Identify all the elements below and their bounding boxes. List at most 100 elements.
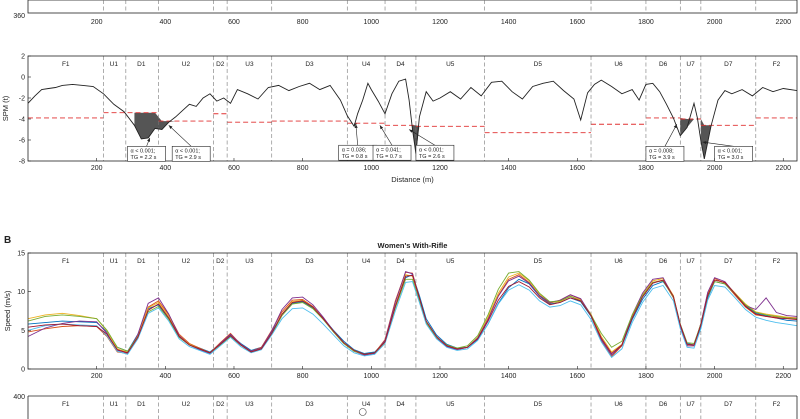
segment-label: F2 <box>773 401 781 408</box>
segment-label: U4 <box>362 258 371 265</box>
x-tick-label: 2000 <box>707 373 723 380</box>
segment-label: D6 <box>659 258 668 265</box>
annotation-arrow <box>379 125 393 146</box>
x-tick-label: 1000 <box>364 373 380 380</box>
segment-label: D2 <box>216 61 225 68</box>
segment-label: D6 <box>659 401 668 408</box>
segment-label: U5 <box>446 401 455 408</box>
y-tick-label: 15 <box>17 251 25 258</box>
segment-label: U5 <box>446 258 455 265</box>
marker-circle <box>358 408 367 416</box>
segment-label: U3 <box>245 258 254 265</box>
x-tick-label: 800 <box>297 19 309 26</box>
spm-frame <box>27 55 798 162</box>
annotation-tg-text: TG = 3.0 s <box>718 155 744 161</box>
annotation-alpha-text: α < 0.001; <box>131 148 156 154</box>
x-tick-label: 400 <box>159 19 171 26</box>
significant-cluster-area <box>134 112 176 139</box>
speed-frame <box>27 252 798 370</box>
annotation-arrow-head <box>354 124 358 129</box>
annotation-arrow <box>408 129 436 146</box>
annotation-tg-text: TG = 2.9 s <box>175 155 201 161</box>
x-tick-label: 2200 <box>775 165 791 172</box>
segment-label: D3 <box>305 61 314 68</box>
segment-label: D5 <box>534 401 543 408</box>
segment-label: U6 <box>614 61 623 68</box>
x-tick-label: 1400 <box>501 373 517 380</box>
annotation-tg-text: TG = 0.8 s <box>342 154 368 160</box>
y-tick-label: -2 <box>19 96 25 103</box>
x-tick-label: 600 <box>228 165 240 172</box>
segment-label: U2 <box>182 401 191 408</box>
chart-title: Women's With-Rifle <box>378 241 448 250</box>
segment-label: D3 <box>305 258 314 265</box>
x-tick-label: 600 <box>228 19 240 26</box>
segment-label: D1 <box>137 258 146 265</box>
segment-label: D4 <box>396 61 405 68</box>
top-strip-frame <box>27 0 798 14</box>
x-tick-label: 600 <box>228 373 240 380</box>
x-tick-label: 1800 <box>638 19 654 26</box>
segment-label: U6 <box>614 401 623 408</box>
segment-label: F1 <box>62 258 70 265</box>
segment-label: D2 <box>216 401 225 408</box>
annotation-arrow <box>664 124 678 147</box>
annotation-tg-text: TG = 2.2 s <box>131 155 157 161</box>
annotation-arrow <box>702 141 734 147</box>
y-tick-label: 400 <box>13 394 25 401</box>
panel-letter-b: B <box>4 235 11 246</box>
segment-label: U5 <box>446 61 455 68</box>
speed-series-line <box>28 271 797 355</box>
annotation-alpha-text: α = 0.041; <box>376 147 401 153</box>
y-tick-label: -6 <box>19 138 25 145</box>
x-tick-label: 2200 <box>775 19 791 26</box>
y-axis-label: Speed (m/s) <box>3 290 12 331</box>
speed-series-line <box>28 281 797 359</box>
x-tick-label: 1400 <box>501 165 517 172</box>
annotation-arrow <box>168 125 192 147</box>
x-tick-label: 400 <box>159 165 171 172</box>
y-tick-label: 2 <box>21 54 25 61</box>
x-tick-label: 1400 <box>501 19 517 26</box>
x-tick-label: 800 <box>297 165 309 172</box>
significant-cluster-area <box>700 119 712 159</box>
segment-label: D5 <box>534 258 543 265</box>
y-tick-label: -8 <box>19 159 25 166</box>
y-axis-label: SPM (t) <box>1 95 10 121</box>
segment-label: U1 <box>110 61 119 68</box>
annotation-tg-text: TG = 3.9 s <box>649 155 675 161</box>
segment-label: U3 <box>245 401 254 408</box>
x-axis-label: Distance (m) <box>391 175 434 184</box>
x-tick-label: 400 <box>159 373 171 380</box>
y-tick-label: 0 <box>21 75 25 82</box>
annotation-alpha-text: α < 0.001; <box>175 148 200 154</box>
annotation-arrow-head <box>409 129 414 133</box>
x-tick-label: 1200 <box>432 373 448 380</box>
segment-label: D4 <box>396 258 405 265</box>
annotation-tg-text: TG = 0.7 s <box>376 154 402 160</box>
segment-label: D6 <box>659 61 668 68</box>
annotation-arrow-head <box>168 125 173 129</box>
x-tick-label: 1200 <box>432 165 448 172</box>
segment-label: F1 <box>62 401 70 408</box>
segment-label: U3 <box>245 61 254 68</box>
x-tick-label: 1200 <box>432 19 448 26</box>
segment-label: F2 <box>773 258 781 265</box>
annotation-tg-text: TG = 2.6 s <box>419 154 445 160</box>
x-tick-label: 2000 <box>707 165 723 172</box>
y-tick-label: 5 <box>21 328 25 335</box>
x-tick-label: 1800 <box>638 373 654 380</box>
x-tick-label: 1000 <box>364 165 380 172</box>
annotation-arrow-head <box>673 124 677 129</box>
segment-label: U7 <box>686 258 695 265</box>
annotation-alpha-text: α < 0.001; <box>718 148 743 154</box>
annotation-alpha-text: α < 0.001; <box>419 147 444 153</box>
segment-label: F2 <box>773 61 781 68</box>
segment-label: F1 <box>62 61 70 68</box>
speed-series-line <box>28 274 797 356</box>
x-tick-label: 1600 <box>569 165 585 172</box>
speed-series-line <box>28 274 797 355</box>
x-tick-label: 1600 <box>569 19 585 26</box>
annotation-arrow-head <box>702 141 707 145</box>
x-tick-label: 1000 <box>364 19 380 26</box>
